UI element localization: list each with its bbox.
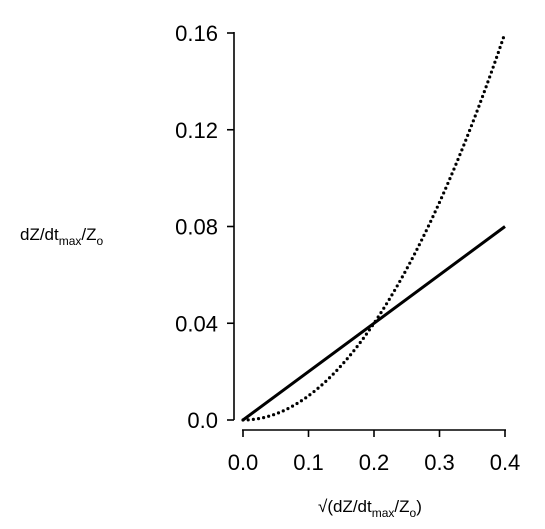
- y-tick-label: 0.04: [175, 311, 218, 336]
- y-axis-label: dZ/dtmax/Zo: [20, 225, 104, 248]
- x-axis-label: √(dZ/dtmax/Zo): [318, 497, 422, 520]
- x-axis-label-close: ): [416, 497, 422, 516]
- series-layer: [241, 31, 507, 422]
- y-tick-label: 0.16: [175, 21, 218, 46]
- y-tick-label: 0.12: [175, 118, 218, 143]
- y-axis-label-sub2: o: [97, 234, 104, 248]
- x-tick-label: 0.1: [293, 450, 324, 475]
- axes: [233, 32, 506, 431]
- x-tick-label: 0.2: [359, 450, 390, 475]
- series-dotted-curve: [241, 31, 507, 422]
- y-axis-label-main: dZ/dt: [20, 225, 59, 244]
- x-tick-label: 0.4: [490, 450, 521, 475]
- x-ticks: 0.0 0.1 0.2 0.3 0.4: [228, 430, 521, 475]
- x-axis-label-mid: /Z: [394, 497, 409, 516]
- y-axis-label-sub1: max: [59, 234, 82, 248]
- series-solid-line: [242, 225, 506, 422]
- y-ticks: 0.0 0.04 0.08 0.12 0.16: [175, 21, 234, 433]
- y-axis-label-mid: /Z: [81, 225, 96, 244]
- y-tick-label: 0.08: [175, 215, 218, 240]
- x-axis-label-sub1: max: [372, 506, 395, 520]
- x-axis-label-main: √(dZ/dt: [318, 497, 372, 516]
- y-tick-label: 0.0: [187, 408, 218, 433]
- x-tick-label: 0.3: [424, 450, 455, 475]
- x-tick-label: 0.0: [228, 450, 259, 475]
- x-axis-label-sub2: o: [410, 506, 417, 520]
